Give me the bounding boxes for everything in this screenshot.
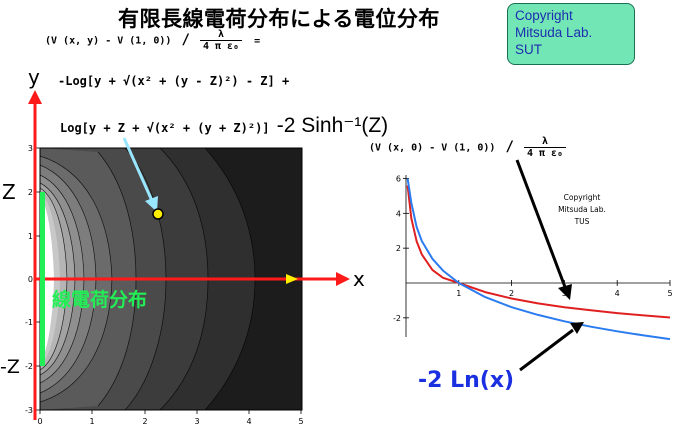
chart-y-tick-label: -2 (393, 314, 401, 323)
x-tick-label: 0 (37, 417, 42, 426)
graph-copyright: Copyright Mitsuda Lab. TUS (558, 193, 606, 226)
graph-ylabel-lhs: (V (x, 0) - V (1, 0)) (369, 142, 496, 154)
y-tick-labels: 3 2 1 0 -1 -2 -3 (25, 144, 33, 415)
x-axis-marker (286, 274, 298, 284)
chart-y-tick-label: 2 (396, 244, 401, 253)
ln-curve-label: -2 Ln(x) (418, 368, 514, 393)
formula-lhs: (V (x, y) - V (1, 0)) (45, 35, 172, 47)
chart-x-tick-label: 4 (615, 289, 620, 298)
formula-line2: Log[y + Z + √(x² + (y + Z)²)] -2 Sinh⁻¹(… (60, 113, 388, 138)
y-tick-label: 3 (28, 144, 33, 153)
x-axis-label: x (353, 267, 365, 291)
formula-line2-body: Log[y + Z + √(x² + (y + Z)²)] (60, 121, 270, 135)
neg-2-ln-x-curve (406, 178, 671, 341)
formula-slash: / (181, 31, 190, 48)
blue-curve-pointer-arrowhead (570, 322, 584, 334)
z-label: Z (2, 180, 16, 204)
x-tick-label: 5 (298, 417, 303, 426)
page-title: 有限長線電荷分布による電位分布 (118, 7, 440, 31)
chart-y-tick-label: 6 (396, 174, 401, 183)
formula-num: λ (199, 29, 243, 41)
y-tick-label: -2 (25, 362, 33, 371)
copyright-line: SUT (515, 42, 542, 57)
neg-z-label: -Z (0, 356, 20, 378)
x-ticks (39, 410, 302, 414)
pointer-arrowhead (145, 196, 158, 212)
y-tick-label: 0 (28, 275, 33, 284)
formula-den: 4 π ε₀ (202, 41, 240, 52)
x-tick-labels: 0 1 2 3 4 5 (37, 417, 303, 426)
x-axis-arrowhead (336, 272, 350, 286)
y-tick-label: -3 (25, 406, 33, 415)
graph-ylabel-slash: / (505, 138, 514, 155)
chart-x-tick-label: 1 (456, 289, 461, 298)
blue-curve-pointer-arrow (519, 328, 574, 372)
x-tick-label: 4 (246, 417, 251, 426)
chart-series (406, 178, 671, 341)
x-tick-label: 2 (142, 417, 147, 426)
formula-line1: -Log[y + √(x² + (y - Z)²) - Z] + (58, 74, 290, 88)
line-charge-label: 線電荷分布 (52, 288, 147, 311)
x-tick-label: 1 (89, 417, 94, 426)
graph-ylabel: (V (x, 0) - V (1, 0)) / λ 4 π ε₀ (369, 136, 567, 159)
red-curve-pointer-arrowhead (558, 284, 572, 300)
chart-x-tick-label: 5 (667, 289, 672, 298)
formula-eq: = (254, 35, 261, 47)
copyright-line: Copyright (515, 8, 573, 23)
pointer-arrow (122, 137, 155, 204)
x-tick-label: 3 (194, 417, 199, 426)
y-axis-arrowhead (28, 90, 42, 104)
line-charge (40, 192, 45, 366)
graph-ylabel-den: 4 π ε₀ (526, 148, 564, 159)
graph-ylabel-num: λ (523, 136, 567, 148)
y-tick-label: 2 (28, 188, 33, 197)
graph-copyright-line: TUS (574, 217, 590, 226)
chart-x-tick-label: 2 (509, 289, 514, 298)
y-tick-label: 1 (28, 232, 33, 241)
chart-y-tick-label: 4 (396, 209, 401, 218)
graph-copyright-line: Mitsuda Lab. (558, 205, 606, 214)
y-axis-label: y (28, 65, 40, 89)
graph-ylabel-fraction: λ 4 π ε₀ (523, 136, 567, 159)
formula-sinh: -2 Sinh⁻¹(Z) (276, 114, 389, 137)
formula-fraction: λ 4 π ε₀ (199, 29, 243, 52)
y-tick-label: -1 (25, 318, 33, 327)
graph-copyright-line: Copyright (564, 193, 601, 202)
red-curve-pointer-arrow (515, 159, 567, 288)
formula-header: (V (x, y) - V (1, 0)) / λ 4 π ε₀ = (45, 29, 260, 52)
potential-curve (406, 185, 671, 319)
copyright-line: Mitsuda Lab. (515, 25, 593, 40)
copyright-box: Copyright Mitsuda Lab. SUT (507, 3, 635, 65)
sample-point-marker (152, 208, 164, 220)
